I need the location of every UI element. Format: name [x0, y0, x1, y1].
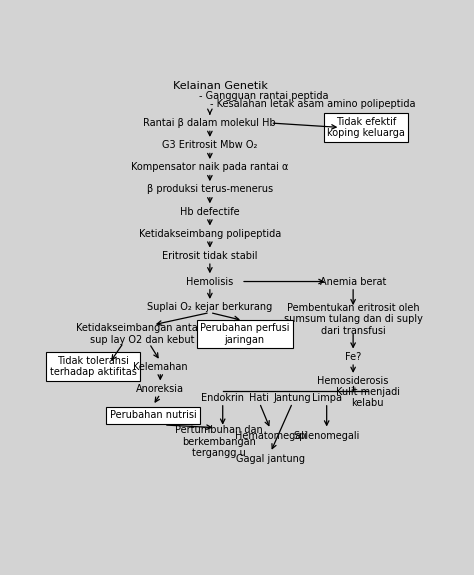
- Text: Gagal jantung: Gagal jantung: [236, 454, 305, 463]
- Text: Pertumbuhan dan
berkembangan
tergangg u: Pertumbuhan dan berkembangan tergangg u: [175, 425, 263, 458]
- Text: Kulit menjadi
kelabu: Kulit menjadi kelabu: [336, 387, 400, 408]
- Text: Rantai β dalam molekul Hb: Rantai β dalam molekul Hb: [144, 118, 276, 128]
- Text: Kelainan Genetik: Kelainan Genetik: [173, 81, 268, 91]
- Text: β produksi terus-menerus: β produksi terus-menerus: [147, 185, 273, 194]
- Text: Eritrosit tidak stabil: Eritrosit tidak stabil: [162, 251, 257, 261]
- Text: Pembentukan eritrosit oleh
sumsum tulang dan di suply
dari transfusi: Pembentukan eritrosit oleh sumsum tulang…: [284, 302, 422, 336]
- Text: Hb defectife: Hb defectife: [180, 206, 240, 217]
- Text: Kompensator naik pada rantai α: Kompensator naik pada rantai α: [131, 162, 289, 172]
- Text: Kelemahan: Kelemahan: [133, 362, 188, 371]
- Text: Endokrin: Endokrin: [201, 393, 244, 402]
- Text: Splenomegali: Splenomegali: [293, 431, 360, 440]
- Text: Tidak toleransi
terhadap aktifitas: Tidak toleransi terhadap aktifitas: [50, 356, 137, 377]
- Text: Ketidakseimbang polipeptida: Ketidakseimbang polipeptida: [139, 229, 281, 239]
- Text: Tidak efektif
koping keluarga: Tidak efektif koping keluarga: [327, 117, 405, 138]
- Text: Ketidakseimbangan antara
sup lay O2 dan kebut: Ketidakseimbangan antara sup lay O2 dan …: [76, 323, 208, 344]
- Text: - Gangguan rantai peptida: - Gangguan rantai peptida: [199, 91, 328, 101]
- Text: Hemolisis: Hemolisis: [186, 277, 234, 286]
- Text: Hati: Hati: [249, 393, 269, 402]
- Text: Jantung: Jantung: [273, 393, 311, 402]
- Text: Suplai O₂ kejar berkurang: Suplai O₂ kejar berkurang: [147, 302, 273, 312]
- Text: Fe?: Fe?: [345, 352, 361, 362]
- Text: Limpa: Limpa: [312, 393, 342, 402]
- Text: G3 Eritrosit Mbw O₂: G3 Eritrosit Mbw O₂: [162, 140, 257, 150]
- Text: Perubahan nutrisi: Perubahan nutrisi: [109, 410, 196, 420]
- Text: Anoreksia: Anoreksia: [136, 384, 184, 394]
- Text: - Kesalahan letak asam amino polipeptida: - Kesalahan letak asam amino polipeptida: [210, 99, 415, 109]
- Text: Hemosiderosis: Hemosiderosis: [318, 376, 389, 386]
- Text: Anemia berat: Anemia berat: [320, 277, 386, 286]
- Text: Hematomegali: Hematomegali: [235, 431, 306, 440]
- Text: Perubahan perfusi
jaringan: Perubahan perfusi jaringan: [200, 323, 290, 344]
